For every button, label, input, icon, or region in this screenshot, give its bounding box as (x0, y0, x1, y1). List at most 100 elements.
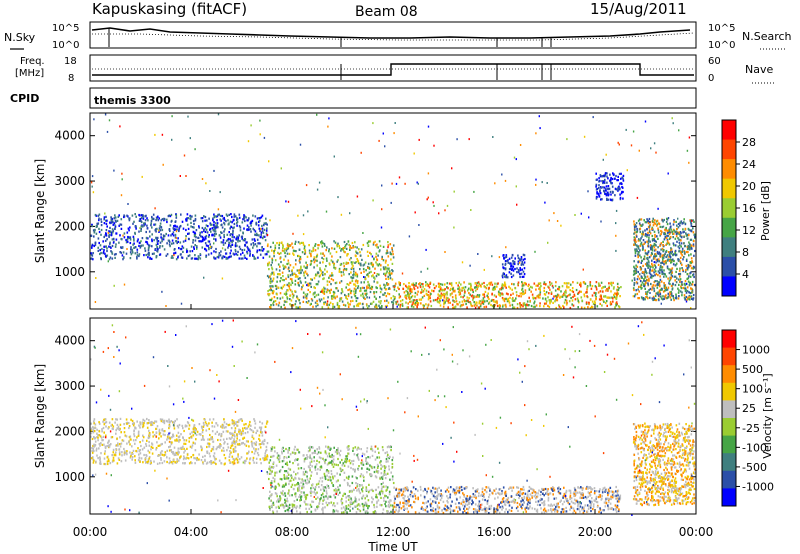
power-data-point (112, 241, 115, 244)
power-data-point (321, 240, 323, 243)
power-data-point (174, 248, 176, 251)
freq-panel: Freq. [MHz] 18 8 60 0 Nave (15, 54, 776, 84)
power-data-point (173, 227, 175, 230)
power-data-point (656, 292, 658, 295)
power-data-point (668, 282, 670, 285)
power-data-point (588, 303, 590, 306)
power-data-point (131, 251, 134, 254)
power-data-point (365, 289, 368, 292)
power-data-point (669, 255, 672, 259)
power-data-point (214, 225, 216, 228)
power-data-point (384, 284, 387, 287)
power-data-point (679, 280, 681, 283)
power-data-point (510, 268, 513, 271)
power-data-point (236, 220, 239, 223)
velocity-data-point (212, 454, 215, 458)
velocity-data-point (228, 455, 231, 458)
velocity-data-point (253, 447, 255, 450)
power-data-point (163, 219, 165, 222)
velocity-data-point (123, 447, 125, 451)
power-data-point (608, 282, 610, 285)
power-data-point (649, 240, 651, 243)
power-data-point (202, 237, 205, 240)
power-data-point (681, 263, 683, 266)
power-data-point (220, 250, 222, 253)
power-data-point (689, 275, 692, 278)
power-data-point (543, 305, 545, 308)
power-data-point (250, 243, 252, 246)
power-data-point (651, 228, 654, 231)
velocity-data-point (180, 433, 182, 436)
power-data-point (354, 294, 356, 297)
power-data-point (281, 287, 283, 290)
velocity-data-point (208, 427, 210, 431)
power-data-point (354, 271, 357, 274)
power-data-point (288, 269, 291, 273)
power-data-point (660, 302, 662, 305)
power-data-point (645, 221, 648, 224)
velocity-data-point (265, 456, 267, 459)
velocity-data-point (234, 422, 237, 425)
power-data-point (102, 240, 104, 243)
velocity-data-point (105, 421, 108, 424)
power-data-point (93, 118, 95, 121)
power-data-point (227, 256, 230, 259)
power-data-point (299, 272, 301, 275)
power-data-point (320, 252, 322, 255)
power-data-point (506, 276, 509, 279)
power-data-point (535, 304, 538, 307)
power-data-point (678, 289, 680, 292)
power-data-point (670, 261, 672, 264)
power-data-point (502, 304, 504, 307)
velocity-data-point (377, 499, 380, 502)
power-data-point (507, 298, 509, 301)
power-data-point (216, 222, 219, 225)
power-data-point (138, 244, 140, 247)
velocity-data-point (153, 421, 155, 425)
power-data-point (502, 254, 504, 257)
power-data-point (316, 299, 318, 302)
power-data-point (355, 297, 358, 300)
power-data-point (105, 255, 107, 258)
power-data-point (563, 292, 565, 295)
velocity-data-point (235, 421, 237, 424)
power-data-point (339, 281, 341, 284)
power-data-point (662, 298, 664, 301)
power-data-point (685, 232, 687, 235)
power-data-point (516, 203, 518, 206)
power-data-point (417, 303, 419, 306)
power-data-point (318, 244, 320, 247)
power-data-point (97, 214, 100, 217)
velocity-data-point (95, 449, 98, 452)
power-data-point (515, 297, 517, 300)
velocity-data-point (184, 442, 187, 445)
power-data-point (238, 225, 241, 228)
velocity-data-point (211, 425, 214, 428)
power-data-point (272, 271, 275, 274)
power-data-point (467, 287, 470, 290)
power-data-point (644, 120, 647, 123)
velocity-data-point (177, 426, 180, 429)
velocity-data-point (382, 475, 384, 478)
power-data-point (607, 187, 609, 190)
power-data-point (661, 256, 664, 259)
power-data-point (392, 302, 395, 305)
power-data-point (670, 258, 673, 261)
power-data-point (638, 260, 640, 263)
power-data-point (621, 186, 624, 189)
velocity-data-point (182, 462, 184, 465)
power-data-point (554, 284, 557, 288)
power-data-point (214, 257, 217, 260)
power-data-point (141, 225, 144, 228)
power-data-point (618, 143, 620, 146)
velocity-data-point (93, 420, 95, 423)
power-data-point (140, 245, 142, 248)
velocity-data-point (178, 440, 180, 443)
power-data-point (641, 281, 644, 284)
power-data-point (501, 283, 504, 286)
velocity-data-point (231, 441, 234, 444)
power-data-point (379, 296, 381, 299)
power-data-point (387, 277, 390, 280)
power-data-point (133, 239, 135, 242)
power-data-point (658, 251, 661, 254)
